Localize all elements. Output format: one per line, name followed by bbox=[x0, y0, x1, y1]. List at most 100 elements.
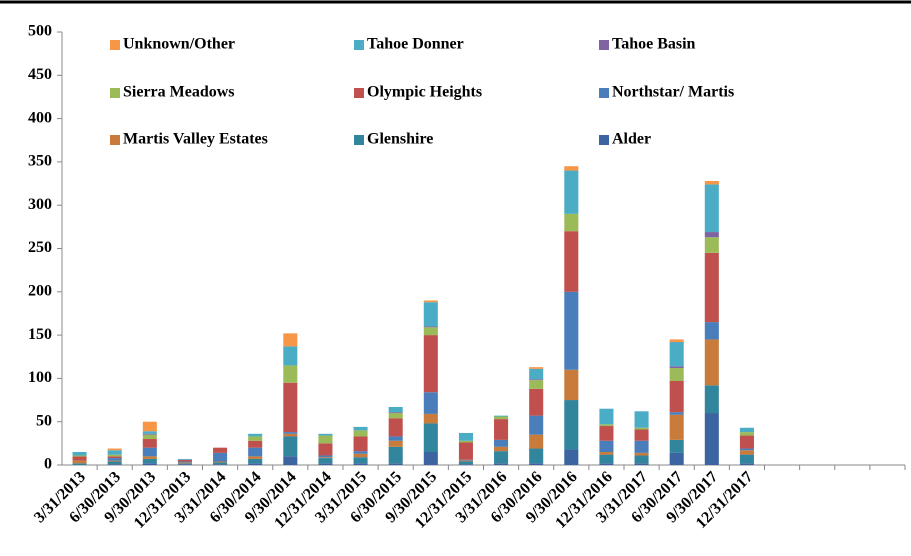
bar-segment bbox=[177, 462, 192, 464]
bar-segment bbox=[634, 427, 649, 430]
bar-segment bbox=[107, 450, 122, 455]
bar-segment bbox=[704, 385, 719, 414]
bar-segment bbox=[353, 453, 368, 458]
bar-segment bbox=[564, 166, 579, 171]
bar-segment bbox=[177, 464, 192, 465]
bar-segment bbox=[458, 440, 473, 443]
bar-segment bbox=[634, 429, 649, 441]
bar-segment bbox=[107, 458, 122, 461]
bar-segment bbox=[388, 412, 403, 414]
bar-segment bbox=[423, 300, 438, 303]
bar-segment bbox=[142, 439, 157, 448]
bar-segment bbox=[739, 448, 754, 451]
bar-segment bbox=[634, 452, 649, 456]
bar-segment bbox=[142, 433, 157, 435]
bar-segment bbox=[704, 252, 719, 323]
bar-segment bbox=[142, 458, 157, 464]
bar-segment bbox=[458, 464, 473, 465]
y-tick-label: 50 bbox=[36, 412, 52, 429]
bar-segment bbox=[107, 464, 122, 465]
bar-segment bbox=[669, 368, 684, 381]
bar-segment bbox=[388, 463, 403, 465]
bar-segment bbox=[564, 400, 579, 450]
legend-swatch bbox=[110, 135, 120, 145]
bar-segment bbox=[529, 463, 544, 465]
legend-swatch bbox=[354, 40, 364, 50]
bar-segment bbox=[458, 461, 473, 465]
bar-segment bbox=[704, 184, 719, 233]
legend-swatch bbox=[599, 88, 609, 98]
legend-label: Tahoe Basin bbox=[612, 36, 696, 53]
bar-segment bbox=[529, 415, 544, 435]
bar-segment bbox=[388, 413, 403, 419]
bar-segment bbox=[283, 433, 298, 437]
y-tick-label: 150 bbox=[28, 326, 52, 343]
bar-segment bbox=[458, 432, 473, 441]
bar-segment bbox=[388, 436, 403, 441]
bar-segment bbox=[248, 440, 263, 448]
bar-segment bbox=[669, 414, 684, 440]
bar-segment bbox=[704, 232, 719, 238]
bar-segment bbox=[353, 463, 368, 465]
bar-segment bbox=[564, 231, 579, 292]
bar-segment bbox=[704, 180, 719, 185]
bar-segment bbox=[599, 426, 614, 441]
bar-segment bbox=[529, 448, 544, 464]
bar-segment bbox=[669, 380, 684, 413]
bar-segment bbox=[494, 416, 509, 420]
bar-segment bbox=[213, 464, 228, 465]
bar-segment bbox=[599, 424, 614, 427]
bar-segment bbox=[458, 442, 473, 460]
y-tick-label: 250 bbox=[28, 239, 52, 256]
bar-segment bbox=[669, 439, 684, 453]
bar-segment bbox=[388, 446, 403, 464]
y-tick-label: 350 bbox=[28, 153, 52, 170]
bar-segment bbox=[669, 342, 684, 367]
bar-segment bbox=[564, 213, 579, 232]
legend-swatch bbox=[110, 40, 120, 50]
bar-segment bbox=[248, 436, 263, 441]
bar-segment bbox=[739, 450, 754, 455]
bar-segment bbox=[107, 456, 122, 459]
bar-segment bbox=[318, 455, 333, 458]
bar-segment bbox=[283, 346, 298, 366]
bar-segment bbox=[704, 322, 719, 340]
legend-label: Olympic Heights bbox=[367, 84, 482, 101]
bar-segment bbox=[739, 435, 754, 449]
legend-swatch bbox=[599, 135, 609, 145]
bar-segment bbox=[72, 452, 87, 456]
bar-segment bbox=[107, 454, 122, 457]
bar-segment bbox=[353, 426, 368, 431]
bar-segment bbox=[353, 451, 368, 454]
bar-segment bbox=[177, 459, 192, 462]
bar-segment bbox=[388, 418, 403, 437]
bar-segment bbox=[669, 452, 684, 465]
bar-segment bbox=[177, 461, 192, 463]
bar-segment bbox=[704, 413, 719, 465]
legend-label: Martis Valley Estates bbox=[123, 131, 268, 148]
bar-segment bbox=[107, 460, 122, 462]
bar-segment bbox=[423, 423, 438, 453]
bar-segment bbox=[213, 447, 228, 453]
bar-segment bbox=[494, 451, 509, 464]
bar-segment bbox=[529, 367, 544, 369]
legend-swatch bbox=[354, 88, 364, 98]
bar-segment bbox=[564, 449, 579, 465]
bar-segment bbox=[318, 458, 333, 464]
bar-segment bbox=[283, 333, 298, 347]
y-tick-label: 400 bbox=[28, 109, 52, 126]
bar-segment bbox=[529, 380, 544, 389]
bar-segment bbox=[142, 434, 157, 440]
bar-segment bbox=[177, 458, 192, 460]
legend-label: Tahoe Donner bbox=[367, 36, 464, 53]
bar-segment bbox=[318, 435, 333, 444]
bar-segment bbox=[388, 440, 403, 447]
bar-segment bbox=[634, 455, 649, 464]
bar-segment bbox=[423, 392, 438, 414]
bar-segment bbox=[107, 461, 122, 465]
bar-segment bbox=[458, 460, 473, 462]
y-tick-label: 0 bbox=[44, 456, 52, 473]
y-tick-label: 450 bbox=[28, 66, 52, 83]
bar-segment bbox=[739, 432, 754, 436]
bar-segment bbox=[564, 170, 579, 214]
